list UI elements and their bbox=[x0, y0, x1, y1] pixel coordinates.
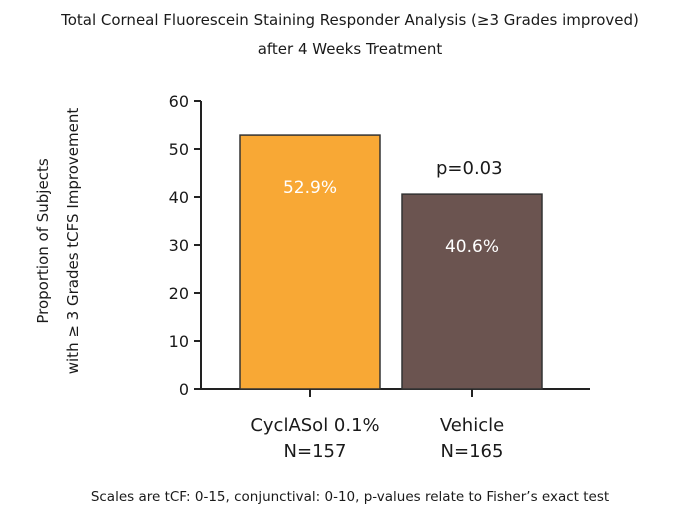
y-tick-label: 10 bbox=[169, 332, 189, 351]
category-label-vehicle: Vehicle N=165 bbox=[372, 413, 572, 465]
bar bbox=[401, 193, 543, 390]
category-name: CyclASol 0.1% bbox=[250, 415, 380, 436]
category-n: N=157 bbox=[283, 441, 347, 462]
chart-subtitle: after 4 Weeks Treatment bbox=[257, 40, 443, 58]
y-tick-label: 40 bbox=[169, 188, 189, 207]
y-tick-label: 60 bbox=[169, 92, 189, 111]
y-tick-label: 20 bbox=[169, 284, 189, 303]
chart-title: Total Corneal Fluorescein Staining Respo… bbox=[61, 11, 639, 29]
y-tick-label: 50 bbox=[169, 140, 189, 159]
category-n: N=165 bbox=[440, 441, 504, 462]
y-tick-label: 30 bbox=[169, 236, 189, 255]
p-value-annotation: p=0.03 bbox=[436, 158, 503, 179]
category-label-cyclasol: CyclASol 0.1% N=157 bbox=[215, 413, 415, 465]
bar-value-label: 40.6% bbox=[445, 237, 499, 257]
footer-note: Scales are tCF: 0-15, conjunctival: 0-10… bbox=[90, 489, 610, 505]
bar-value-label: 52.9% bbox=[283, 178, 337, 198]
y-tick-label: 0 bbox=[179, 380, 189, 399]
category-name: Vehicle bbox=[439, 415, 505, 436]
bar bbox=[239, 134, 381, 390]
